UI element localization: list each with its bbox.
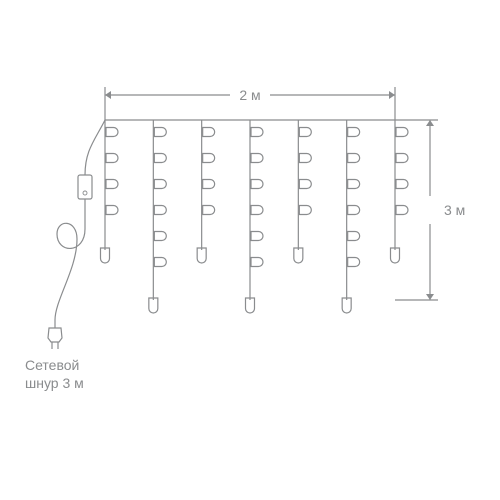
bulb (154, 128, 166, 137)
bulb (149, 298, 158, 313)
bulb (294, 248, 303, 263)
bulb (396, 154, 408, 163)
bulb (348, 258, 360, 267)
bulb (106, 180, 118, 189)
cord-label-line1: Сетевой (25, 357, 79, 373)
bulb (203, 180, 215, 189)
bulb (299, 206, 311, 215)
bulb (396, 128, 408, 137)
bulb (342, 298, 351, 313)
bulb (106, 128, 118, 137)
bulb (203, 128, 215, 137)
bulb (391, 248, 400, 263)
bulb (251, 180, 263, 189)
bulb (299, 154, 311, 163)
bulb (396, 180, 408, 189)
bulb (251, 258, 263, 267)
bulb (154, 232, 166, 241)
bulb (154, 206, 166, 215)
bulb (246, 298, 255, 313)
plug-body (48, 328, 62, 342)
bulb (154, 258, 166, 267)
bulb (106, 206, 118, 215)
arrowhead (426, 294, 434, 300)
bulb (348, 180, 360, 189)
bulb (251, 206, 263, 215)
bulb (203, 154, 215, 163)
bulb (101, 248, 110, 263)
arrowhead (105, 91, 111, 99)
bulb (299, 180, 311, 189)
arrowhead (426, 120, 434, 126)
arrowhead (389, 91, 395, 99)
bulb (154, 180, 166, 189)
bulb (251, 232, 263, 241)
bulb (348, 206, 360, 215)
lead-wire (85, 120, 105, 175)
curtain-light-diagram: 2 м 3 м Сетевой шнур 3 м (0, 0, 500, 500)
bulb (251, 154, 263, 163)
controller-button (83, 191, 87, 195)
bulb (197, 248, 206, 263)
bulb (154, 154, 166, 163)
height-label: 3 м (444, 202, 465, 218)
bulb (348, 154, 360, 163)
bulb (203, 206, 215, 215)
power-cord (55, 199, 85, 320)
bulb (348, 128, 360, 137)
bulb (348, 232, 360, 241)
bulb (106, 154, 118, 163)
bulb (299, 128, 311, 137)
width-label: 2 м (239, 87, 260, 103)
bulb (396, 206, 408, 215)
cord-label-line2: шнур 3 м (25, 375, 84, 391)
bulb (251, 128, 263, 137)
